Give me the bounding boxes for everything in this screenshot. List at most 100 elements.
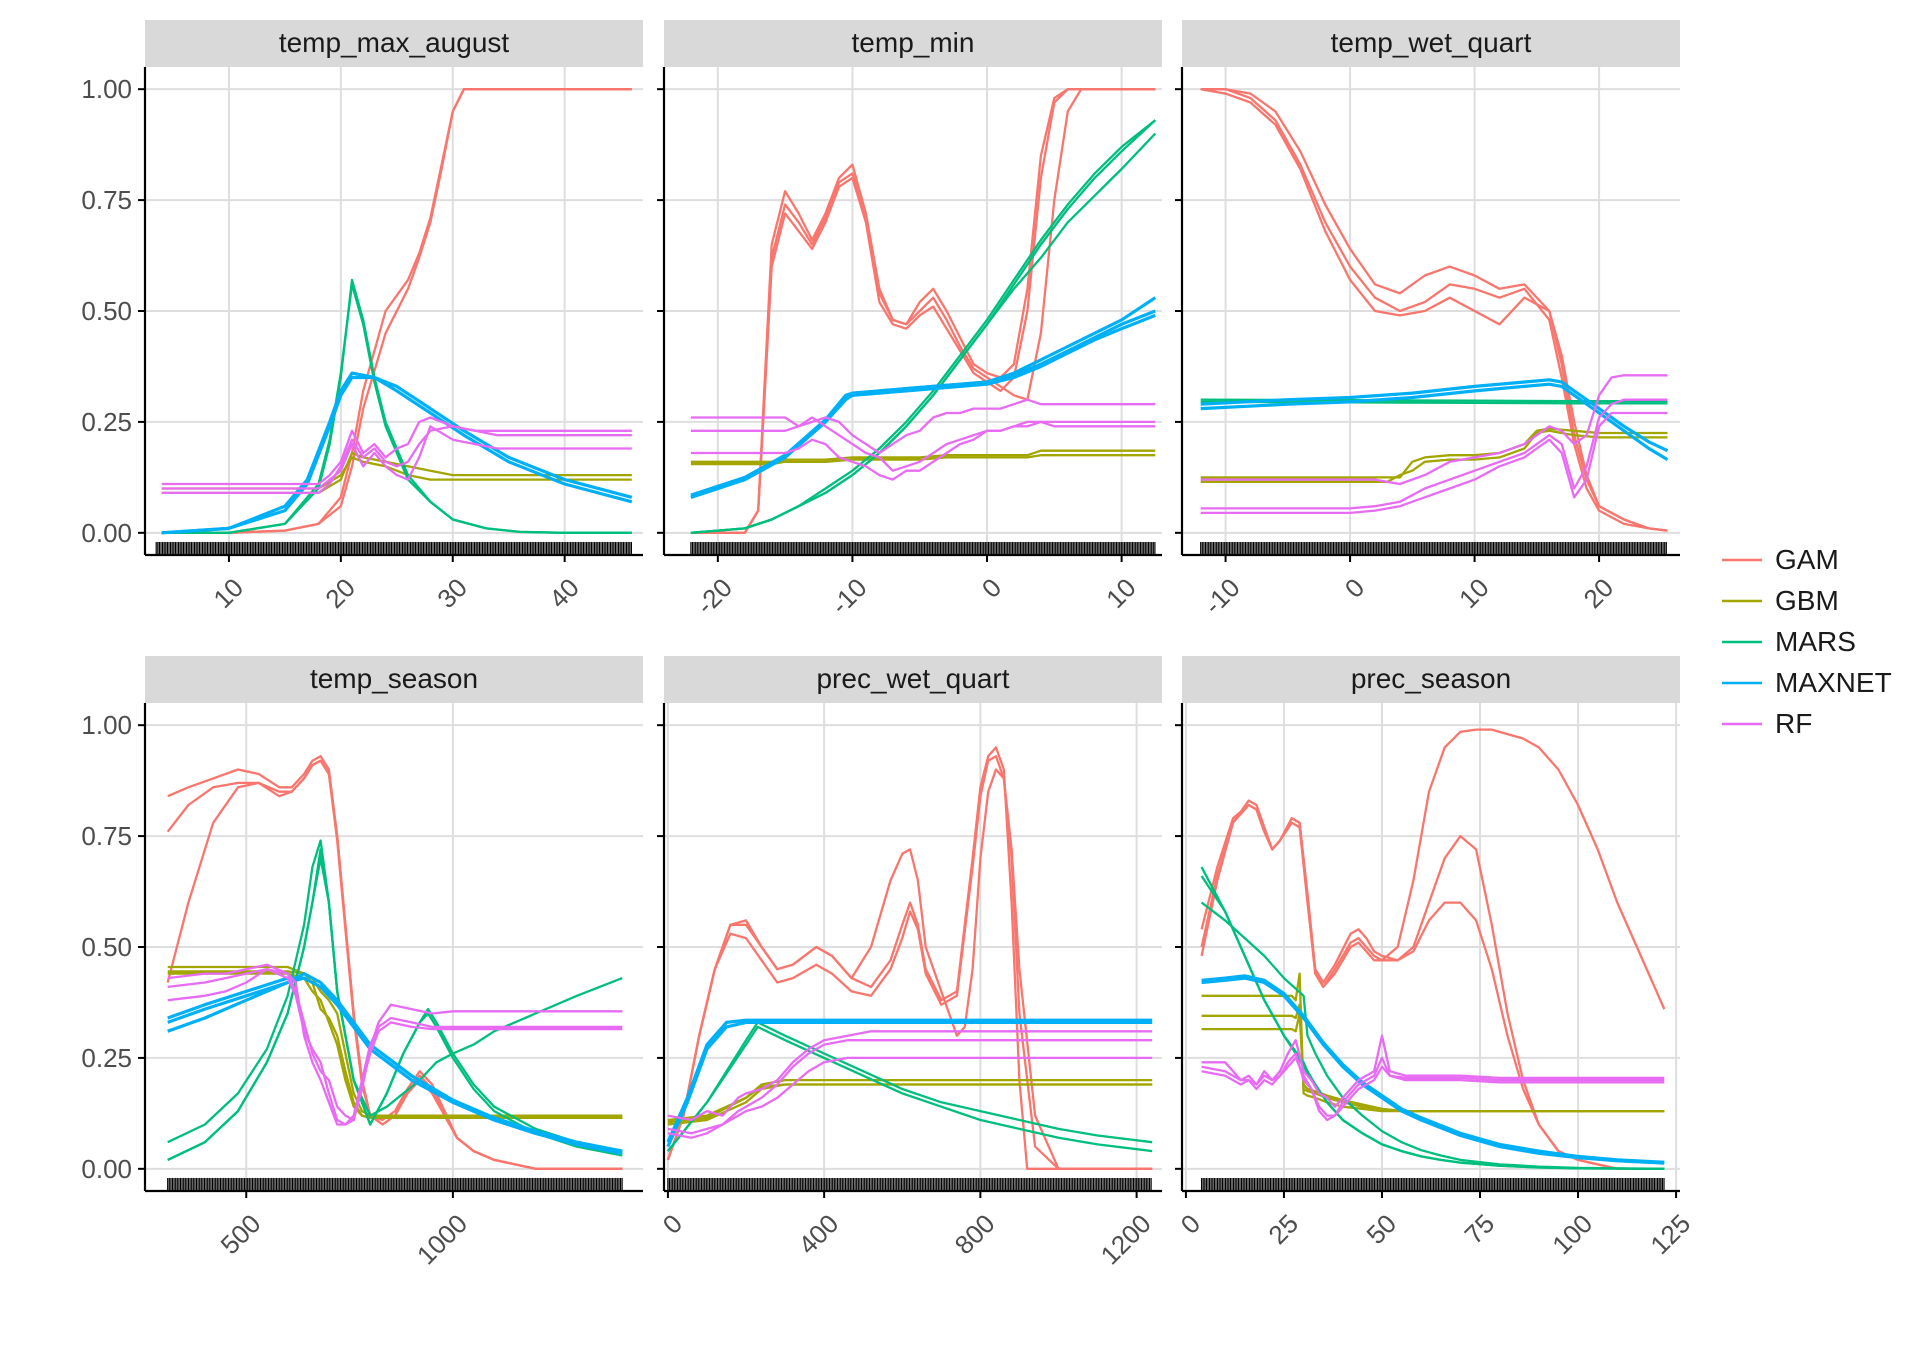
series-line-MAXNET [167,976,623,1155]
series-line-GBM [690,454,1156,466]
x-tick-label: 1200 [1095,1208,1157,1270]
facet-title: temp_min [852,27,975,58]
series-group [166,755,623,1170]
series-line-MAXNET [167,971,623,1153]
series-line-RF [1200,411,1668,515]
series-line-MAXNET [161,375,633,535]
series-group [161,88,633,535]
x-tick-label: 1000 [411,1208,473,1270]
series-line-MARS [690,132,1157,534]
series-line-GBM [1201,1012,1665,1113]
series-line-GBM [1201,972,1665,1113]
series-line-RF [1200,398,1668,510]
series-line-GBM [167,970,623,1117]
x-tick-label: -10 [1198,572,1246,620]
x-tick-label: 75 [1459,1208,1501,1250]
legend-item-MARS: MARS [1722,626,1856,657]
panel-temp_wet_quart: temp_wet_quart -10 0 10 20 [1175,20,1680,620]
series-line-GAM [1200,728,1666,1010]
series-line-RF [167,968,623,1126]
legend-item-GBM: GBM [1722,585,1839,616]
panel-prec_wet_quart: prec_wet_quart 0 400 800 1200 [657,656,1162,1270]
series-line-RF [690,398,1156,455]
x-tick-label: 40 [543,572,585,614]
series-line-GAM [690,88,1156,534]
x-tick-label: 10 [1100,572,1142,614]
x-tick-label: 0 [1339,572,1370,603]
x-tick-label: 0 [1175,1208,1206,1239]
x-tick-label: 10 [1453,572,1495,614]
y-tick-label: 0.00 [81,1154,132,1184]
series-line-MAXNET [666,1020,1153,1148]
panel-temp_season: temp_season 0.00 0.25 0.50 0.75 1.00 500 1000 [81,656,643,1270]
series-line-RF [161,425,632,495]
series-line-MARS [667,1021,1153,1152]
legend-label: MARS [1775,626,1856,657]
facet-strip [145,656,643,703]
y-tick-label: 0.75 [81,185,132,215]
rug-marks [690,542,1156,555]
rug-marks [155,542,632,555]
series-line-MAXNET [1200,382,1669,461]
x-tick-label: 400 [792,1208,844,1260]
series-line-MARS [1200,901,1665,1170]
series-line-RF [667,1056,1153,1139]
series-line-MARS [167,839,623,1153]
facet-title: temp_max_august [279,27,510,58]
series-line-MAXNET [1200,378,1669,453]
series-line-RF [667,1030,1153,1122]
panel-temp_max_august: temp_max_august 0.00 0.25 0.50 0.75 1.00 10 20 3… [81,20,643,614]
series-line-MARS [1200,875,1665,1170]
legend-label: RF [1775,708,1812,739]
x-tick-label: 10 [207,572,249,614]
series-line-MARS [161,278,632,534]
series-line-RF [690,420,1156,481]
legend-item-MAXNET: MAXNET [1722,667,1892,698]
facet-title: temp_wet_quart [1331,27,1532,58]
x-tick-label: 20 [319,572,361,614]
series-line-GAM [690,88,1156,534]
rug-marks [667,1178,1152,1191]
facet-strip [664,656,1162,703]
facet-strip [145,20,643,67]
series-line-GBM [161,451,632,495]
facet-title: temp_season [310,663,478,694]
series-line-GAM [166,759,623,1170]
series-group [1200,728,1666,1170]
series-group [666,746,1153,1170]
facet-title: prec_season [1351,663,1511,694]
x-tick-label: 125 [1644,1208,1696,1260]
y-tick-label: 0.50 [81,296,132,326]
series-line-MAXNET [1201,976,1665,1165]
x-tick-label: -10 [825,572,873,620]
series-line-GBM [667,1083,1153,1124]
legend-label: GAM [1775,544,1839,575]
legend-label: GBM [1775,585,1839,616]
x-tick-label: 100 [1546,1208,1598,1260]
series-line-GAM [167,755,623,1170]
series-line-GAM [166,759,623,1170]
legend-item-GAM: GAM [1722,544,1839,575]
series-line-MARS [167,848,623,1161]
series-line-MAXNET [690,313,1156,499]
facet-strip [664,20,1162,67]
series-line-RF [1200,374,1668,486]
y-tick-label: 0.75 [81,821,132,851]
series-line-RF [1201,1056,1665,1117]
series-line-MAXNET [1201,974,1665,1164]
rug-marks [1200,542,1667,555]
y-tick-label: 1.00 [81,74,132,104]
panel-prec_season: prec_season 0 25 50 75 100 125 [1175,656,1696,1260]
x-tick-label: 30 [431,572,473,614]
series-line-MAXNET [690,309,1156,497]
y-tick-label: 0.25 [81,1043,132,1073]
series-line-GAM [690,88,1156,534]
x-tick-label: -20 [690,572,738,620]
panel-temp_min: temp_min -20 -10 0 10 [657,20,1162,620]
x-tick-label: 0 [657,1208,688,1239]
rug-marks [1201,1178,1665,1191]
series-line-GAM [1200,88,1668,532]
series-line-GBM [1200,429,1668,483]
legend: GAM GBM MARS MAXNET RF [1722,544,1892,739]
x-tick-label: 500 [215,1208,267,1260]
